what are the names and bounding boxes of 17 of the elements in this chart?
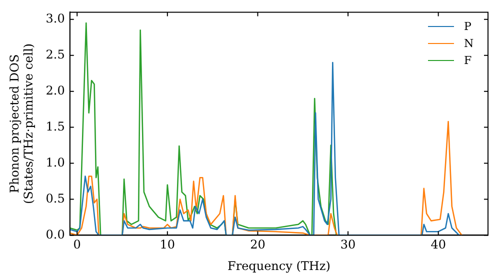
legend-label: P xyxy=(464,19,472,36)
x-tick-label: 20 xyxy=(250,238,266,252)
y-tick-label: 0.0 xyxy=(46,227,65,242)
x-tick-label: 40 xyxy=(430,238,446,252)
legend-label: F xyxy=(464,53,472,70)
y-tick-label: 1.5 xyxy=(46,119,65,134)
y-tick-label: 1.0 xyxy=(46,155,65,170)
y-tick-label: 3.0 xyxy=(46,12,65,26)
x-tick-label: 0 xyxy=(73,238,81,252)
y-tick-label: 2.0 xyxy=(46,83,65,98)
x-tick-label: 30 xyxy=(340,238,356,252)
legend-label: N xyxy=(464,36,474,52)
x-tick-label: 10 xyxy=(160,238,176,252)
y-axis-title: Phonon projected DOS (States/THz·primitive cell) xyxy=(7,43,36,204)
y-tick-label: 0.5 xyxy=(46,191,65,206)
y-tick-label: 2.5 xyxy=(46,47,65,62)
x-axis-title: Frequency (THz) xyxy=(228,258,330,273)
